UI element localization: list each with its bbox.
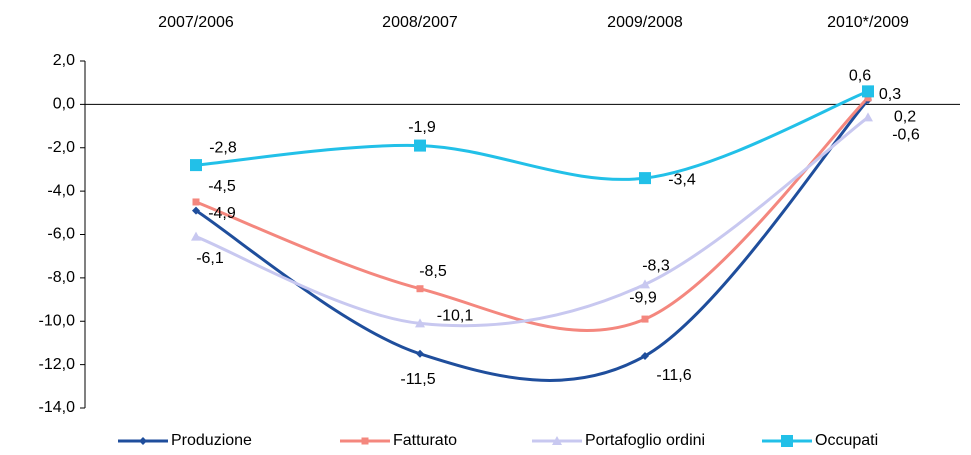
data-point [416,285,424,293]
data-label: -9,9 [629,289,657,306]
data-label: 0,6 [849,68,871,85]
legend-label: Portafoglio ordini [585,432,705,449]
y-tick-label: -12,0 [39,356,76,373]
data-point [414,139,426,152]
x-category-label: 2009/2008 [607,14,683,31]
series-line [195,116,869,328]
data-label: -8,5 [419,263,447,280]
legend-marker [139,437,147,445]
legend-marker [361,437,369,445]
data-point [641,351,649,360]
y-tick-label: -8,0 [47,269,75,286]
data-label: -4,9 [208,205,236,222]
y-tick-label: -2,0 [47,139,75,156]
data-label: -10,1 [437,308,474,325]
legend-marker [781,435,793,447]
data-point [639,172,651,185]
data-point [862,85,874,98]
data-point [864,94,872,102]
data-label: -6,1 [196,250,224,267]
y-tick-label: -10,0 [39,312,76,329]
data-label: 0,3 [879,86,901,103]
data-point [190,159,202,172]
data-label: -8,3 [642,258,670,275]
legend-label: Produzione [171,432,252,449]
series-line [195,99,870,382]
x-category-label: 2010*/2009 [827,14,909,31]
data-point [415,318,425,328]
data-point [640,279,650,289]
data-point [192,198,200,206]
data-point [192,206,200,215]
y-tick-label: -4,0 [47,182,75,199]
y-tick-label: -6,0 [47,226,75,243]
data-label: -11,6 [656,367,691,384]
x-category-label: 2007/2006 [158,14,234,31]
data-label: -11,5 [400,371,435,388]
series-line [195,89,869,181]
y-tick-label: 2,0 [53,52,75,69]
data-point [191,231,201,241]
data-point [863,112,873,122]
data-label: -1,9 [408,119,436,136]
data-point [416,349,424,358]
legend-marker [552,436,562,445]
data-label: -3,4 [668,171,696,188]
series-line [195,96,870,333]
y-tick-label: -14,0 [39,399,76,416]
data-point [641,315,649,323]
data-label: -0,6 [892,127,920,144]
data-label: 0,2 [894,108,916,125]
x-category-label: 2008/2007 [382,14,458,31]
data-label: -4,5 [208,178,236,195]
legend-label: Occupati [815,432,878,449]
data-label: -2,8 [209,139,237,156]
legend-label: Fatturato [393,432,457,449]
y-tick-label: 0,0 [53,96,75,113]
